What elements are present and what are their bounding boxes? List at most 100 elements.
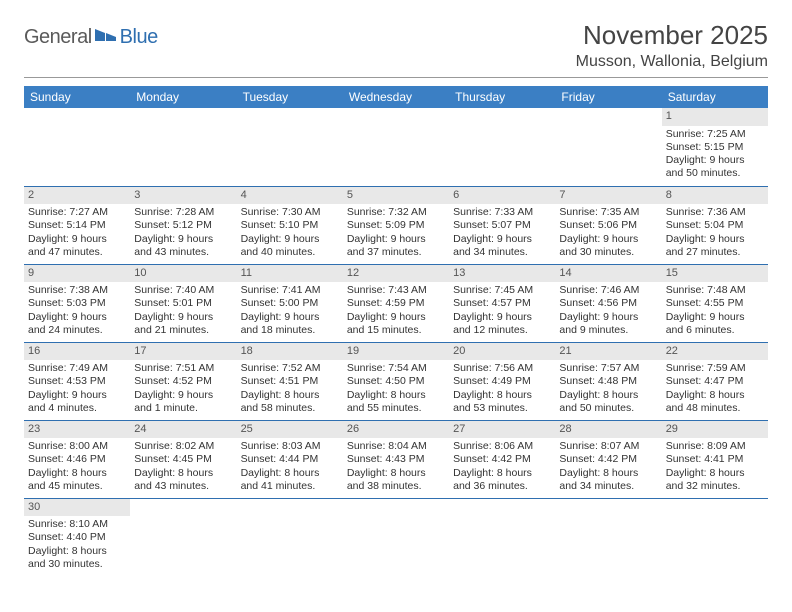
logo: General Blue <box>24 20 158 49</box>
daylight-text: Daylight: 9 hours and 43 minutes. <box>134 233 232 259</box>
sunrise-text: Sunrise: 7:40 AM <box>134 284 232 297</box>
sunrise-text: Sunrise: 8:09 AM <box>666 440 764 453</box>
calendar-day-cell <box>343 498 449 576</box>
day-body: Sunrise: 8:04 AMSunset: 4:43 PMDaylight:… <box>343 438 449 497</box>
day-body: Sunrise: 7:40 AMSunset: 5:01 PMDaylight:… <box>130 282 236 341</box>
calendar-day-cell: 17Sunrise: 7:51 AMSunset: 4:52 PMDayligh… <box>130 342 236 420</box>
sunrise-text: Sunrise: 7:35 AM <box>559 206 657 219</box>
day-number: 18 <box>237 343 343 361</box>
calendar-day-cell: 28Sunrise: 8:07 AMSunset: 4:42 PMDayligh… <box>555 420 661 498</box>
calendar-day-cell <box>662 498 768 576</box>
calendar-body: 1Sunrise: 7:25 AMSunset: 5:15 PMDaylight… <box>24 108 768 576</box>
sunrise-text: Sunrise: 7:38 AM <box>28 284 126 297</box>
calendar-page: General Blue November 2025 Musson, Wallo… <box>0 0 792 596</box>
day-number: 4 <box>237 187 343 205</box>
day-body: Sunrise: 7:51 AMSunset: 4:52 PMDaylight:… <box>130 360 236 419</box>
day-number: 5 <box>343 187 449 205</box>
daylight-text: Daylight: 8 hours and 41 minutes. <box>241 467 339 493</box>
calendar-day-cell <box>555 498 661 576</box>
day-body: Sunrise: 7:43 AMSunset: 4:59 PMDaylight:… <box>343 282 449 341</box>
sunset-text: Sunset: 4:57 PM <box>453 297 551 310</box>
sunrise-text: Sunrise: 8:02 AM <box>134 440 232 453</box>
daylight-text: Daylight: 9 hours and 1 minute. <box>134 389 232 415</box>
calendar-day-cell <box>130 108 236 186</box>
day-number: 11 <box>237 265 343 283</box>
day-number: 24 <box>130 421 236 439</box>
day-number: 28 <box>555 421 661 439</box>
daylight-text: Daylight: 9 hours and 4 minutes. <box>28 389 126 415</box>
day-body: Sunrise: 8:07 AMSunset: 4:42 PMDaylight:… <box>555 438 661 497</box>
sunset-text: Sunset: 5:15 PM <box>666 141 764 154</box>
calendar-day-cell: 22Sunrise: 7:59 AMSunset: 4:47 PMDayligh… <box>662 342 768 420</box>
day-number: 20 <box>449 343 555 361</box>
day-number: 30 <box>24 499 130 517</box>
calendar-day-cell: 5Sunrise: 7:32 AMSunset: 5:09 PMDaylight… <box>343 186 449 264</box>
sunset-text: Sunset: 5:09 PM <box>347 219 445 232</box>
daylight-text: Daylight: 8 hours and 30 minutes. <box>28 545 126 571</box>
day-body: Sunrise: 8:00 AMSunset: 4:46 PMDaylight:… <box>24 438 130 497</box>
day-body: Sunrise: 7:28 AMSunset: 5:12 PMDaylight:… <box>130 204 236 263</box>
sunset-text: Sunset: 4:59 PM <box>347 297 445 310</box>
sunset-text: Sunset: 5:03 PM <box>28 297 126 310</box>
daylight-text: Daylight: 8 hours and 34 minutes. <box>559 467 657 493</box>
sunset-text: Sunset: 4:49 PM <box>453 375 551 388</box>
logo-text-blue: Blue <box>120 26 158 49</box>
sunrise-text: Sunrise: 7:51 AM <box>134 362 232 375</box>
calendar-day-cell: 27Sunrise: 8:06 AMSunset: 4:42 PMDayligh… <box>449 420 555 498</box>
sunrise-text: Sunrise: 8:06 AM <box>453 440 551 453</box>
day-number: 19 <box>343 343 449 361</box>
calendar-day-cell: 13Sunrise: 7:45 AMSunset: 4:57 PMDayligh… <box>449 264 555 342</box>
sunset-text: Sunset: 4:48 PM <box>559 375 657 388</box>
daylight-text: Daylight: 8 hours and 53 minutes. <box>453 389 551 415</box>
daylight-text: Daylight: 8 hours and 58 minutes. <box>241 389 339 415</box>
calendar-day-cell: 23Sunrise: 8:00 AMSunset: 4:46 PMDayligh… <box>24 420 130 498</box>
day-number: 8 <box>662 187 768 205</box>
sunrise-text: Sunrise: 7:59 AM <box>666 362 764 375</box>
calendar-day-cell: 14Sunrise: 7:46 AMSunset: 4:56 PMDayligh… <box>555 264 661 342</box>
calendar-day-cell: 19Sunrise: 7:54 AMSunset: 4:50 PMDayligh… <box>343 342 449 420</box>
weekday-header: Wednesday <box>343 86 449 108</box>
calendar-day-cell: 1Sunrise: 7:25 AMSunset: 5:15 PMDaylight… <box>662 108 768 186</box>
sunset-text: Sunset: 4:42 PM <box>453 453 551 466</box>
page-header: General Blue November 2025 Musson, Wallo… <box>24 20 768 78</box>
day-body: Sunrise: 7:33 AMSunset: 5:07 PMDaylight:… <box>449 204 555 263</box>
day-number: 2 <box>24 187 130 205</box>
day-number: 29 <box>662 421 768 439</box>
sunrise-text: Sunrise: 7:41 AM <box>241 284 339 297</box>
day-body: Sunrise: 7:48 AMSunset: 4:55 PMDaylight:… <box>662 282 768 341</box>
sunrise-text: Sunrise: 8:04 AM <box>347 440 445 453</box>
sunset-text: Sunset: 4:45 PM <box>134 453 232 466</box>
title-block: November 2025 Musson, Wallonia, Belgium <box>576 20 768 71</box>
daylight-text: Daylight: 9 hours and 47 minutes. <box>28 233 126 259</box>
calendar-week-row: 2Sunrise: 7:27 AMSunset: 5:14 PMDaylight… <box>24 186 768 264</box>
sunset-text: Sunset: 5:04 PM <box>666 219 764 232</box>
sunrise-text: Sunrise: 8:03 AM <box>241 440 339 453</box>
calendar-day-cell: 15Sunrise: 7:48 AMSunset: 4:55 PMDayligh… <box>662 264 768 342</box>
day-body: Sunrise: 8:03 AMSunset: 4:44 PMDaylight:… <box>237 438 343 497</box>
day-number: 1 <box>662 108 768 126</box>
calendar-day-cell: 26Sunrise: 8:04 AMSunset: 4:43 PMDayligh… <box>343 420 449 498</box>
sunrise-text: Sunrise: 7:33 AM <box>453 206 551 219</box>
calendar-day-cell: 2Sunrise: 7:27 AMSunset: 5:14 PMDaylight… <box>24 186 130 264</box>
day-body: Sunrise: 7:30 AMSunset: 5:10 PMDaylight:… <box>237 204 343 263</box>
sunrise-text: Sunrise: 7:28 AM <box>134 206 232 219</box>
sunset-text: Sunset: 4:47 PM <box>666 375 764 388</box>
sunrise-text: Sunrise: 7:27 AM <box>28 206 126 219</box>
weekday-header: Friday <box>555 86 661 108</box>
day-body: Sunrise: 7:49 AMSunset: 4:53 PMDaylight:… <box>24 360 130 419</box>
sunset-text: Sunset: 5:10 PM <box>241 219 339 232</box>
sunset-text: Sunset: 4:44 PM <box>241 453 339 466</box>
sunrise-text: Sunrise: 7:56 AM <box>453 362 551 375</box>
sunrise-text: Sunrise: 8:00 AM <box>28 440 126 453</box>
weekday-header-row: Sunday Monday Tuesday Wednesday Thursday… <box>24 86 768 108</box>
sunset-text: Sunset: 5:01 PM <box>134 297 232 310</box>
calendar-day-cell <box>237 498 343 576</box>
calendar-week-row: 30Sunrise: 8:10 AMSunset: 4:40 PMDayligh… <box>24 498 768 576</box>
daylight-text: Daylight: 9 hours and 37 minutes. <box>347 233 445 259</box>
day-number: 12 <box>343 265 449 283</box>
day-body: Sunrise: 7:41 AMSunset: 5:00 PMDaylight:… <box>237 282 343 341</box>
calendar-day-cell: 7Sunrise: 7:35 AMSunset: 5:06 PMDaylight… <box>555 186 661 264</box>
day-number: 21 <box>555 343 661 361</box>
day-body: Sunrise: 7:57 AMSunset: 4:48 PMDaylight:… <box>555 360 661 419</box>
sunset-text: Sunset: 5:14 PM <box>28 219 126 232</box>
